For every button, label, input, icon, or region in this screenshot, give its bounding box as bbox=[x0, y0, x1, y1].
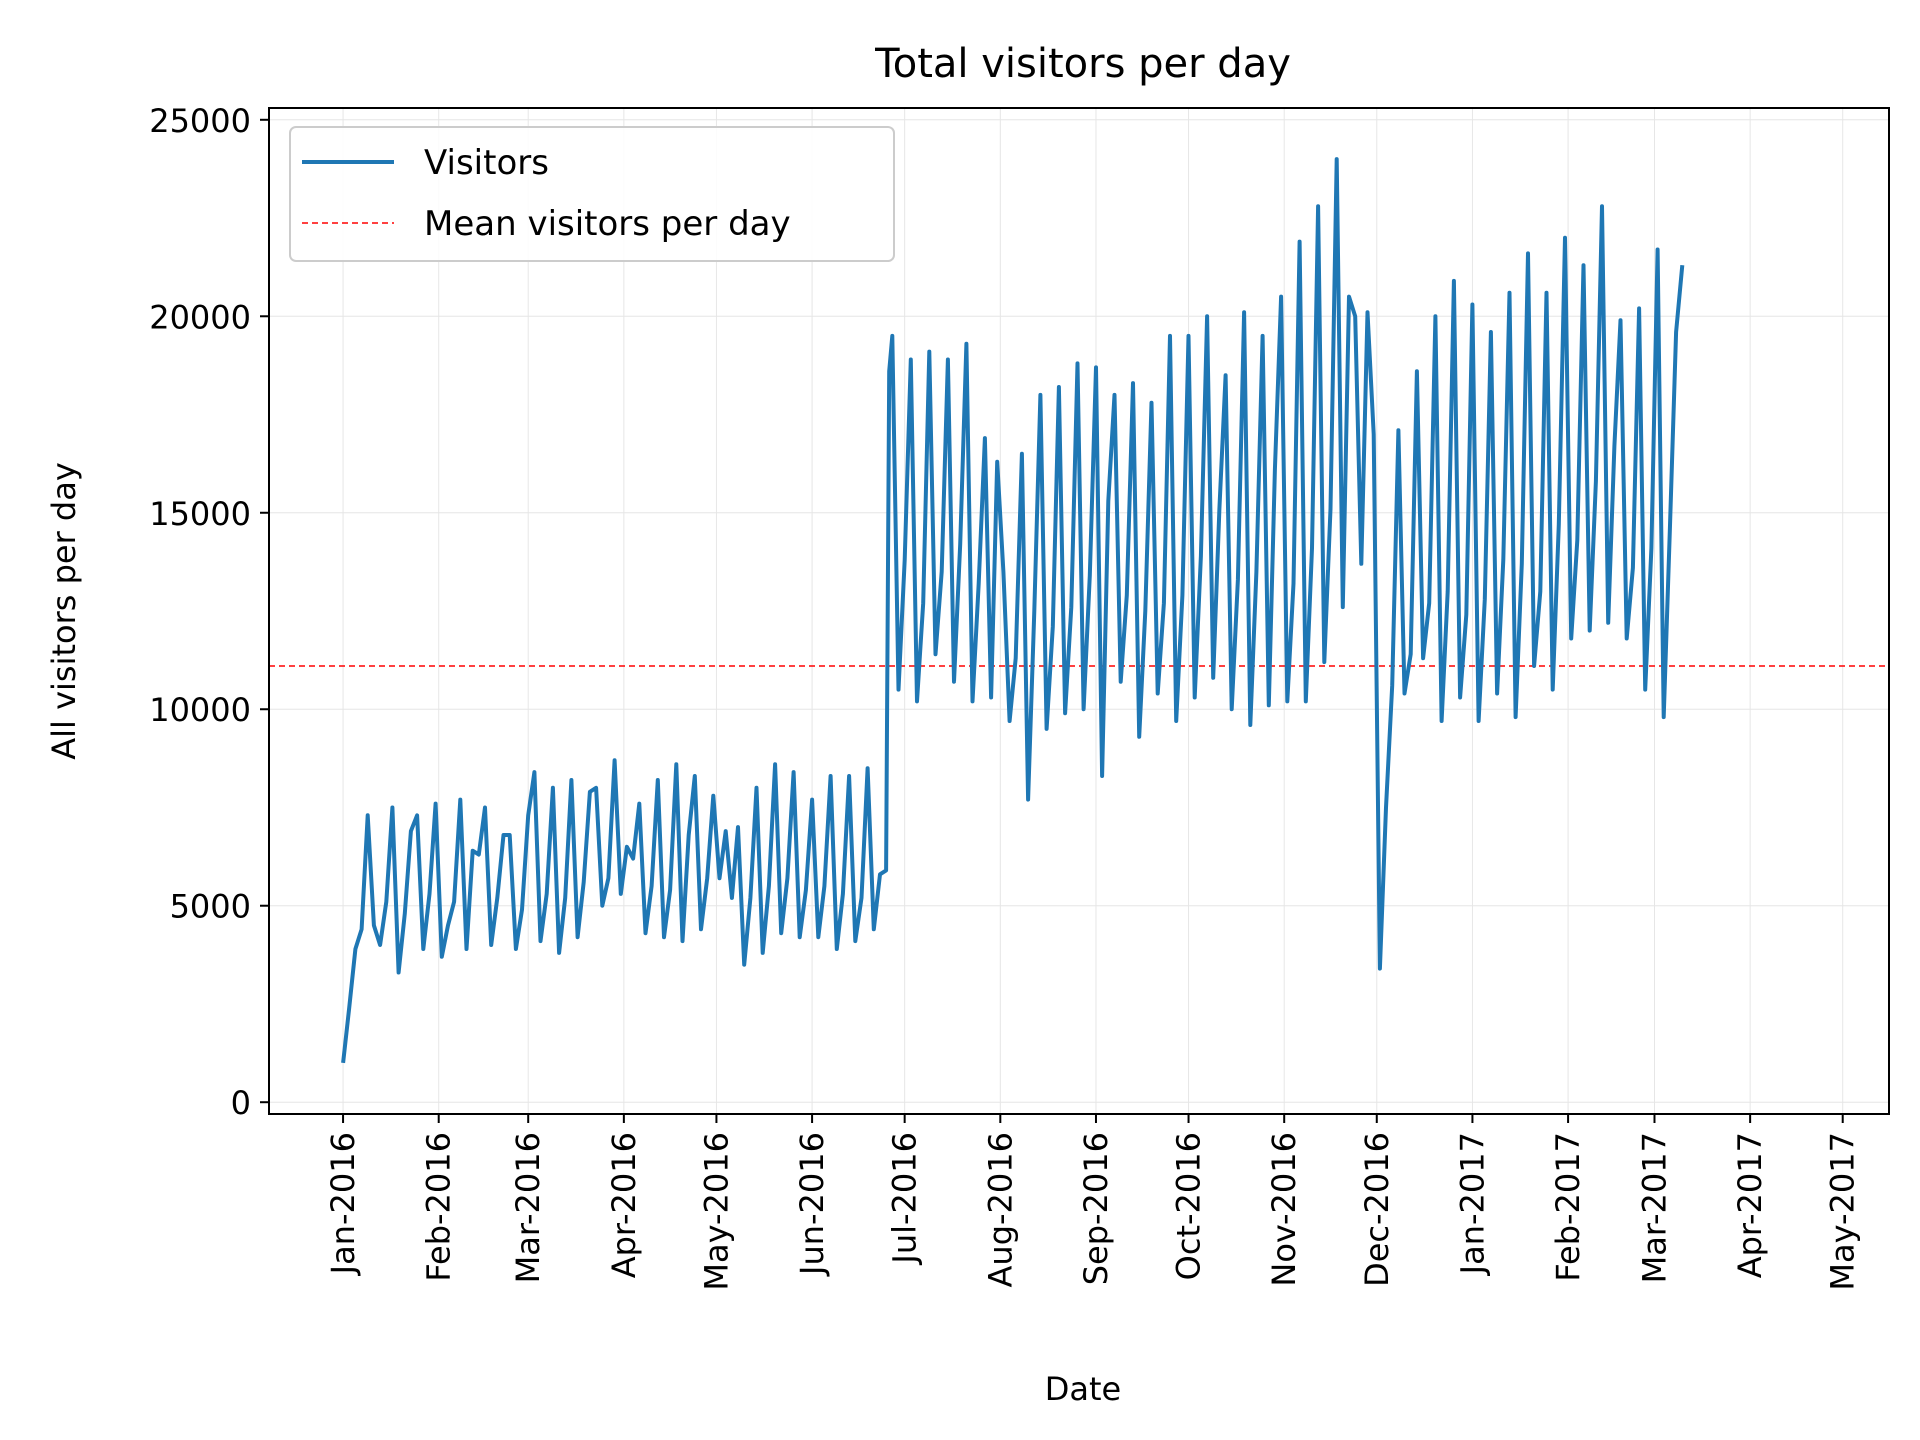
series-group bbox=[341, 157, 1685, 1064]
plot-frame bbox=[268, 107, 1890, 1115]
legend-mean-label: Mean visitors per day bbox=[424, 204, 791, 244]
x-tick-label: Mar-2017 bbox=[1635, 1132, 1673, 1283]
x-axis-label: Date bbox=[1045, 1370, 1121, 1408]
y-tick-label: 0 bbox=[231, 1084, 251, 1122]
x-tick-label: Jul-2016 bbox=[886, 1132, 924, 1266]
chart-title: Total visitors per day bbox=[874, 41, 1291, 87]
x-tick-label: Jan-2017 bbox=[1453, 1132, 1491, 1276]
y-tick-label: 15000 bbox=[149, 495, 251, 533]
x-tick-label: Oct-2016 bbox=[1170, 1132, 1208, 1280]
x-tick-label: Sep-2016 bbox=[1077, 1132, 1115, 1285]
x-tick-label: May-2017 bbox=[1824, 1132, 1862, 1291]
legend-visitors-label: Visitors bbox=[424, 143, 549, 183]
x-tick-label: Aug-2016 bbox=[981, 1132, 1019, 1287]
y-tick-label: 25000 bbox=[149, 102, 251, 140]
y-tick-label: 5000 bbox=[170, 888, 251, 926]
x-tick-label: Nov-2016 bbox=[1265, 1132, 1303, 1287]
y-tick-label: 20000 bbox=[149, 298, 251, 336]
y-axis-label: All visitors per day bbox=[45, 462, 83, 760]
x-tick-label: Apr-2017 bbox=[1731, 1132, 1769, 1278]
y-tick-label: 10000 bbox=[149, 691, 251, 729]
visitors-series-line bbox=[341, 157, 1685, 1064]
x-tick-label: Mar-2016 bbox=[509, 1132, 547, 1283]
x-tick-label: Jan-2016 bbox=[324, 1132, 362, 1276]
x-tick-label: Jun-2016 bbox=[793, 1132, 831, 1277]
x-tick-label: Dec-2016 bbox=[1358, 1132, 1396, 1287]
x-tick-label: Feb-2017 bbox=[1549, 1132, 1587, 1282]
legend-box bbox=[289, 126, 895, 262]
x-tick-label: May-2016 bbox=[697, 1132, 735, 1291]
x-axis: Jan-2016 Feb-2016 Mar-2016 Apr-2016 May-2016… bbox=[324, 1114, 1862, 1291]
x-tick-label: Apr-2016 bbox=[605, 1132, 643, 1278]
x-tick-label: Feb-2016 bbox=[420, 1132, 458, 1282]
y-axis: 0 5000 10000 15000 20000 25000 bbox=[149, 102, 269, 1122]
legend: Visitors Mean visitors per day bbox=[289, 126, 895, 262]
